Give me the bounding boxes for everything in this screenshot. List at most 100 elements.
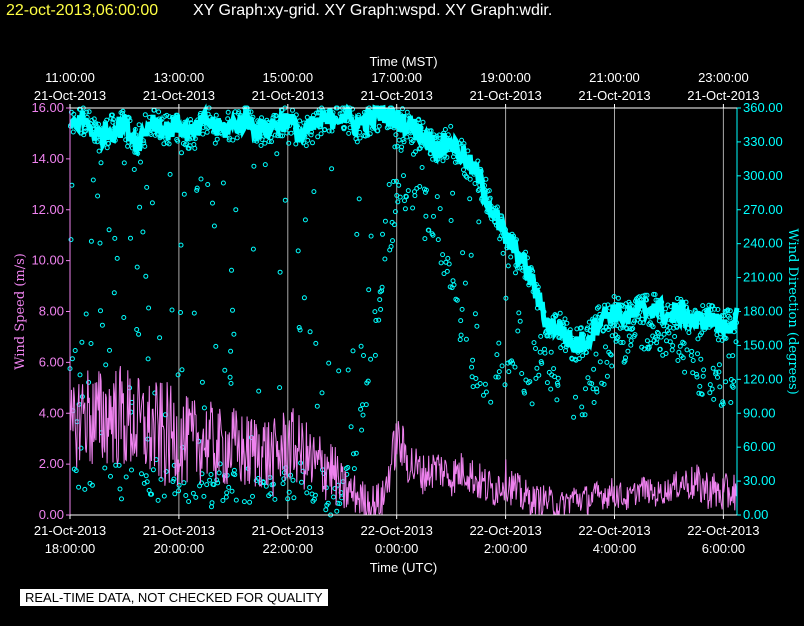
wdir-point xyxy=(513,270,518,276)
wdir-point xyxy=(136,122,142,128)
wdir-point xyxy=(579,412,585,418)
wdir-point xyxy=(247,499,253,505)
wdir-point xyxy=(591,366,597,372)
wdir-point xyxy=(398,147,404,153)
wdir-point xyxy=(167,171,173,177)
wdir-point xyxy=(542,346,547,352)
wdir-point xyxy=(179,150,184,156)
wdir-point xyxy=(402,206,408,212)
wdir-point xyxy=(314,403,320,409)
wdir-point xyxy=(650,333,656,339)
wdir-point xyxy=(515,328,521,334)
wdir-point xyxy=(715,307,721,312)
wdir-point xyxy=(445,255,451,261)
wdir-point xyxy=(114,255,120,261)
wdir-point xyxy=(241,499,247,505)
wdir-point xyxy=(697,383,703,389)
header-graph-titles: XY Graph:xy-grid. XY Graph:wspd. XY Grap… xyxy=(193,2,553,19)
wdir-point xyxy=(440,252,446,258)
wdir-point xyxy=(441,271,447,277)
wdir-point xyxy=(110,117,116,122)
wdir-point xyxy=(205,182,211,187)
wdir-point xyxy=(553,313,559,319)
wdir-point xyxy=(506,369,512,375)
wdir-point xyxy=(277,269,283,275)
wdir-point xyxy=(302,217,308,223)
wdir-point xyxy=(680,355,686,361)
wdir-point xyxy=(220,498,226,503)
wdir-point xyxy=(681,340,687,346)
wdir-point xyxy=(487,195,493,201)
wdir-point xyxy=(209,500,215,506)
wdir-point xyxy=(121,160,127,166)
wdir-point xyxy=(690,358,696,363)
wdir-point xyxy=(522,390,527,396)
wdir-point xyxy=(331,494,336,500)
wdir-point xyxy=(157,335,163,341)
wdir-point xyxy=(470,384,476,390)
wdir-point xyxy=(329,166,335,172)
wdir-point xyxy=(442,127,448,132)
wdir-trend-line xyxy=(68,103,740,354)
wdir-point xyxy=(365,378,371,384)
wdir-point xyxy=(229,267,234,273)
wdir-point xyxy=(707,382,713,388)
bottom-tick-time: 20:00:00 xyxy=(154,541,205,556)
wdir-point xyxy=(472,181,478,186)
wdir-point xyxy=(728,400,734,405)
wdir-point xyxy=(475,188,481,193)
wdir-point xyxy=(472,311,478,317)
wdir-point xyxy=(682,369,688,375)
wdir-point xyxy=(228,380,234,386)
wdir-point xyxy=(423,213,429,219)
right-tick-label: 90.00 xyxy=(743,405,776,420)
wdir-point xyxy=(98,308,103,314)
wdir-point xyxy=(652,292,658,297)
wdir-point xyxy=(452,159,458,165)
wdir-point xyxy=(482,381,488,387)
wdir-point xyxy=(607,351,613,357)
wdir-point xyxy=(229,488,235,494)
wdir-point xyxy=(351,466,357,472)
wdir-point xyxy=(666,330,672,336)
wdir-point xyxy=(94,139,100,145)
wdir-point xyxy=(630,326,636,331)
wdir-point xyxy=(204,129,210,135)
wdir-point xyxy=(386,182,392,187)
wdir-point xyxy=(181,480,187,486)
wdir-point xyxy=(200,131,206,137)
wdir-point xyxy=(458,332,464,338)
wdir-point xyxy=(183,493,189,498)
wdir-point xyxy=(604,373,610,379)
wdir-point xyxy=(629,326,635,332)
wdir-point xyxy=(392,144,398,150)
wdir-point xyxy=(646,344,652,350)
wdir-point xyxy=(112,235,118,241)
wdir-point xyxy=(228,348,234,354)
wdir-point xyxy=(278,133,284,139)
wdir-point xyxy=(146,305,152,311)
wdir-point xyxy=(73,468,79,474)
wdir-point xyxy=(361,353,366,358)
wdir-point xyxy=(699,391,705,397)
wdir-point xyxy=(533,375,539,381)
top-tick-date: 21-Oct-2013 xyxy=(252,88,324,103)
wdir-point xyxy=(620,340,626,345)
wdir-point xyxy=(707,390,713,396)
wdir-point xyxy=(446,261,452,267)
wdir-point xyxy=(191,142,197,147)
wdir-point xyxy=(297,118,303,124)
wdir-point xyxy=(125,143,131,149)
wdir-point xyxy=(658,334,664,340)
wdir-point xyxy=(554,397,560,403)
wdir-point xyxy=(191,310,197,316)
wdir-point xyxy=(440,158,446,164)
wdir-point xyxy=(172,491,178,497)
wdir-point xyxy=(220,180,226,186)
wdir-point xyxy=(601,381,607,387)
wdir-point xyxy=(725,307,731,313)
wdir-point xyxy=(712,306,718,312)
wdir-point xyxy=(527,379,533,385)
wdir-point xyxy=(176,482,182,488)
wdir-point xyxy=(382,256,388,262)
